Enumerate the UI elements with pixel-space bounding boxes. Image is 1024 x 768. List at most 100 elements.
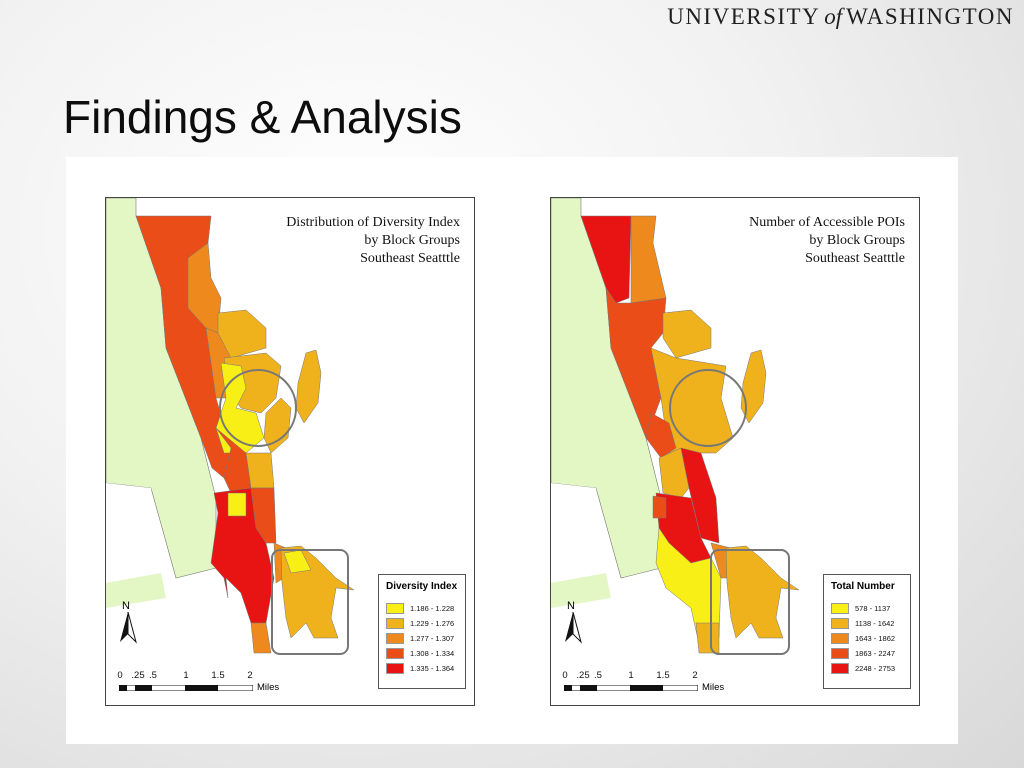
highlight-circle bbox=[669, 369, 747, 447]
water-body bbox=[106, 483, 161, 583]
university-logo: UNIVERSITY of WASHINGTON bbox=[667, 4, 1014, 30]
legend-swatch bbox=[386, 648, 404, 659]
legend-title: Total Number bbox=[831, 581, 895, 592]
scale-tick: .5 bbox=[594, 670, 602, 681]
legend-item: 1.277 - 1.307 bbox=[386, 631, 465, 646]
legend-label: 1.308 - 1.334 bbox=[410, 649, 455, 658]
logo-text-of: of bbox=[824, 4, 843, 29]
legend-label: 1.335 - 1.364 bbox=[410, 664, 455, 673]
highlight-rectangle bbox=[710, 549, 790, 655]
region-south-red-small bbox=[652, 495, 667, 519]
region-mid-south-west bbox=[658, 447, 690, 499]
region-west-corridor bbox=[605, 287, 667, 439]
logo-text-washington: WASHINGTON bbox=[846, 4, 1014, 29]
region-north-east bbox=[662, 309, 712, 359]
region-south-tip bbox=[695, 622, 720, 654]
legend-item: 2248 - 2753 bbox=[831, 661, 910, 676]
legend-swatch bbox=[831, 648, 849, 659]
legend-swatch bbox=[386, 663, 404, 674]
legend-item: 1863 - 2247 bbox=[831, 646, 910, 661]
legend-swatch bbox=[831, 618, 849, 629]
scale-tick: .25 bbox=[576, 670, 590, 681]
scale-tick: 2 bbox=[692, 670, 698, 681]
legend-swatch bbox=[831, 663, 849, 674]
region-south-east-block bbox=[725, 545, 800, 639]
region-east-shore bbox=[263, 397, 292, 454]
region-south-small-yellow bbox=[227, 492, 247, 517]
scale-tick: 1.5 bbox=[656, 670, 670, 681]
map-title-line: Number of Accessible POIs bbox=[749, 215, 905, 230]
scale-bar: 0 .25 .5 1 1.5 2 Miles bbox=[559, 670, 729, 696]
land-background-south bbox=[106, 573, 166, 608]
region-south-east-red bbox=[250, 487, 277, 544]
scale-bar-graphic bbox=[564, 685, 698, 691]
north-arrow-icon bbox=[120, 612, 137, 644]
map-title: Number of Accessible POIs by Block Group… bbox=[749, 214, 905, 268]
map-title: Distribution of Diversity Index by Block… bbox=[286, 214, 460, 268]
scale-bar-graphic bbox=[119, 685, 253, 691]
legend-label: 1.186 - 1.228 bbox=[410, 604, 455, 613]
slide-title: Findings & Analysis bbox=[63, 91, 462, 143]
highlight-circle bbox=[219, 369, 297, 447]
land-background-west bbox=[551, 198, 662, 579]
legend-label: 1.277 - 1.307 bbox=[410, 634, 455, 643]
region-south-tip bbox=[250, 622, 272, 654]
map-title-line: Southeast Seatttle bbox=[805, 251, 905, 266]
scale-tick: 2 bbox=[247, 670, 253, 681]
map-legend: Total Number 578 - 1137 1138 - 1642 1643… bbox=[823, 574, 911, 689]
legend-label: 1.229 - 1.276 bbox=[410, 619, 455, 628]
scale-tick: 1 bbox=[183, 670, 189, 681]
north-arrow-icon bbox=[565, 612, 582, 644]
legend-label: 578 - 1137 bbox=[855, 604, 891, 613]
region-centre-red-spine bbox=[680, 447, 720, 544]
legend-swatch bbox=[831, 603, 849, 614]
land-background-south bbox=[551, 573, 611, 608]
legend-label: 1863 - 2247 bbox=[855, 649, 896, 658]
scale-tick: 1 bbox=[628, 670, 634, 681]
north-label: N bbox=[122, 600, 130, 612]
legend-item: 1138 - 1642 bbox=[831, 616, 910, 631]
legend-label: 2248 - 2753 bbox=[855, 664, 896, 673]
map-title-line: by Block Groups bbox=[809, 233, 905, 248]
legend-label: 1138 - 1642 bbox=[855, 619, 895, 628]
region-mid-west-red bbox=[645, 412, 677, 459]
scale-units: Miles bbox=[702, 682, 725, 693]
north-arrow: N bbox=[563, 600, 583, 650]
logo-text-university: UNIVERSITY bbox=[667, 4, 821, 29]
map-title-line: by Block Groups bbox=[364, 233, 460, 248]
scale-tick: 1.5 bbox=[211, 670, 225, 681]
legend-label: 1643 - 1862 bbox=[855, 634, 896, 643]
legend-item: 1.229 - 1.276 bbox=[386, 616, 465, 631]
legend-item: 1.308 - 1.334 bbox=[386, 646, 465, 661]
highlight-rectangle bbox=[271, 549, 349, 655]
scale-tick: 0 bbox=[117, 670, 123, 681]
region-north-orange bbox=[630, 215, 667, 304]
map-legend: Diversity Index 1.186 - 1.228 1.229 - 1.… bbox=[378, 574, 466, 689]
scale-tick: .5 bbox=[149, 670, 157, 681]
scale-tick: .25 bbox=[131, 670, 145, 681]
region-mid-south-east bbox=[245, 452, 275, 489]
north-label: N bbox=[567, 600, 575, 612]
scale-bar: 0 .25 .5 1 1.5 2 Miles bbox=[114, 670, 284, 696]
legend-item: 1643 - 1862 bbox=[831, 631, 910, 646]
accessible-pois-map: Number of Accessible POIs by Block Group… bbox=[550, 197, 920, 706]
map-title-line: Distribution of Diversity Index bbox=[286, 215, 460, 230]
legend-title: Diversity Index bbox=[386, 581, 458, 592]
legend-swatch bbox=[386, 603, 404, 614]
region-peninsula bbox=[740, 349, 767, 424]
legend-swatch bbox=[831, 633, 849, 644]
legend-swatch bbox=[386, 633, 404, 644]
region-north-red bbox=[580, 215, 632, 304]
diversity-index-map: Distribution of Diversity Index by Block… bbox=[105, 197, 475, 706]
legend-item: 1.186 - 1.228 bbox=[386, 601, 465, 616]
region-peninsula bbox=[295, 349, 322, 424]
legend-item: 1.335 - 1.364 bbox=[386, 661, 465, 676]
scale-units: Miles bbox=[257, 682, 280, 693]
scale-tick: 0 bbox=[562, 670, 568, 681]
land-background-west bbox=[106, 198, 217, 579]
pois-map-geography bbox=[551, 198, 800, 655]
north-arrow: N bbox=[118, 600, 138, 650]
maps-canvas: Distribution of Diversity Index by Block… bbox=[66, 157, 958, 744]
legend-swatch bbox=[386, 618, 404, 629]
legend-item: 578 - 1137 bbox=[831, 601, 910, 616]
